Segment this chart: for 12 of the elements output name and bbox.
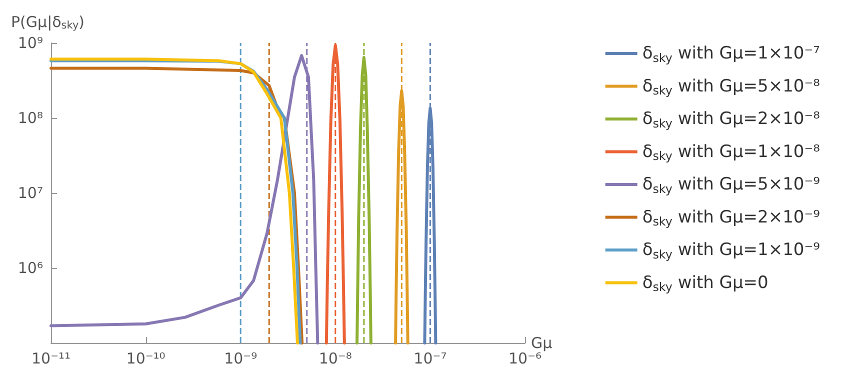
y-tick-label: 10⁶ — [18, 259, 43, 277]
y-tick-label: 10⁹ — [18, 34, 43, 52]
x-tick-label: 10⁻⁷ — [414, 350, 447, 368]
y-tick-label: 10⁷ — [18, 184, 43, 202]
x-tick-label: 10⁻⁶ — [508, 350, 542, 368]
x-tick-label: 10⁻¹⁰ — [126, 350, 166, 368]
x-tick-label: 10⁻⁹ — [224, 350, 258, 368]
y-tick-label: 10⁸ — [18, 109, 43, 127]
x-axis-title: Gμ — [531, 334, 553, 352]
x-tick-label: 10⁻¹¹ — [31, 350, 71, 368]
line-series — [324, 44, 346, 344]
x-tick-label: 10⁻⁸ — [318, 350, 352, 368]
